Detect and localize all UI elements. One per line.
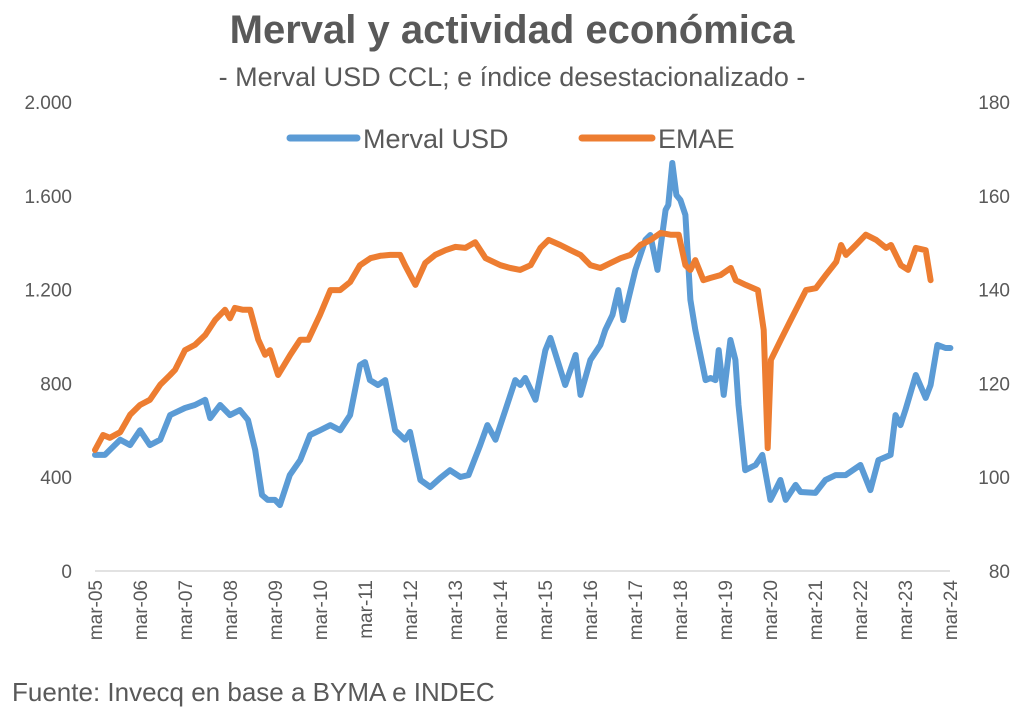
- x-tick-label: mar-20: [761, 580, 782, 640]
- y-left-tick-label: 400: [40, 468, 72, 489]
- y-right-tick-label: 140: [978, 281, 1010, 302]
- series-group: [92, 160, 954, 509]
- y-left-tick-label: 800: [40, 374, 72, 395]
- legend-label-emae: EMAE: [658, 124, 735, 154]
- y-left-tick-label: 0: [61, 562, 72, 583]
- x-tick-label: mar-10: [311, 580, 332, 640]
- x-tick-label: mar-06: [131, 580, 152, 640]
- x-tick-label: mar-11: [356, 580, 377, 639]
- x-tick-label: mar-21: [806, 580, 827, 640]
- legend: Merval USD EMAE: [286, 124, 735, 154]
- x-axis: mar-05 mar-06 mar-07 mar-08 mar-09 mar-10 mar-…: [86, 580, 962, 641]
- y-left-tick-label: 2.000: [24, 93, 72, 114]
- y-right-tick-label: 180: [978, 93, 1010, 114]
- x-tick-label: mar-22: [851, 580, 872, 640]
- source-note: Fuente: Invecq en base a BYMA e INDEC: [12, 677, 495, 707]
- y-right-tick-label: 80: [989, 562, 1010, 583]
- x-tick-label: mar-09: [266, 580, 287, 640]
- series-line-merval-usd: [92, 160, 954, 509]
- y-axis-right: 80 100 120 140 160 180: [978, 93, 1010, 583]
- x-tick-label: mar-23: [896, 580, 917, 640]
- x-tick-label: mar-12: [401, 580, 422, 640]
- chart-title: Merval y actividad económica: [229, 8, 795, 52]
- x-tick-label: mar-17: [626, 580, 647, 640]
- x-tick-label: mar-15: [536, 580, 557, 640]
- y-axis-left: 0 400 800 1.200 1.600 2.000: [24, 93, 72, 583]
- x-tick-label: mar-08: [221, 580, 242, 640]
- series-line-emae: [92, 229, 934, 453]
- x-tick-label: mar-05: [86, 580, 107, 640]
- y-right-tick-label: 100: [978, 468, 1010, 489]
- legend-label-merval: Merval USD: [363, 124, 509, 154]
- y-right-tick-label: 120: [978, 374, 1010, 395]
- x-tick-label: mar-14: [491, 580, 512, 641]
- chart-subtitle: - Merval USD CCL; e índice desestacional…: [218, 62, 806, 92]
- x-tick-label: mar-07: [176, 580, 197, 640]
- x-tick-label: mar-18: [671, 580, 692, 640]
- x-tick-label: mar-19: [716, 580, 737, 640]
- x-tick-label: mar-13: [446, 580, 467, 640]
- y-left-tick-label: 1.200: [24, 281, 72, 302]
- y-left-tick-label: 1.600: [24, 187, 72, 208]
- x-tick-label: mar-24: [941, 580, 962, 641]
- y-right-tick-label: 160: [978, 187, 1010, 208]
- x-tick-label: mar-16: [581, 580, 602, 640]
